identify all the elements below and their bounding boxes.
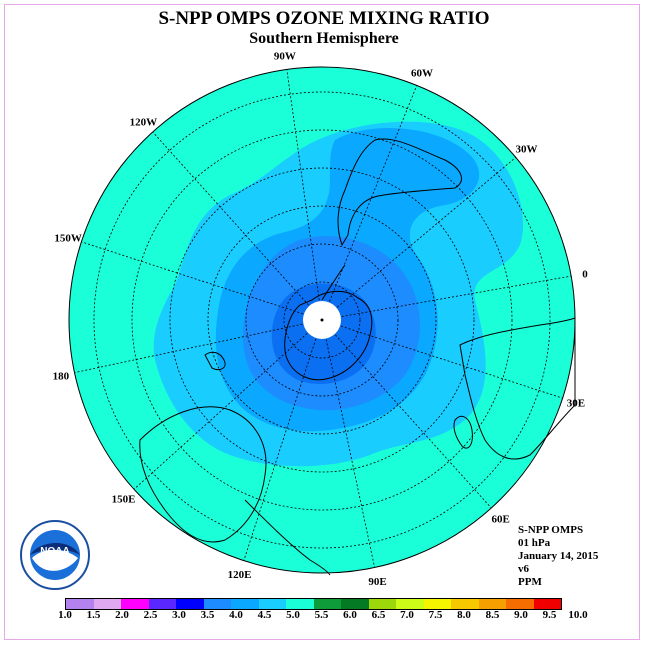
colorbar-tick-label: 10.0 <box>568 609 588 621</box>
info-version: v6 <box>518 563 529 575</box>
colorbar <box>65 598 562 610</box>
lat-circle <box>245 243 399 397</box>
colorbar-segment <box>258 599 286 609</box>
colorbar-tick-label: 2.5 <box>143 609 158 621</box>
info-pressure: 01 hPa <box>518 537 551 549</box>
colorbar-tick-label: 6.0 <box>343 609 357 621</box>
colorbar-segment <box>341 599 369 609</box>
colorbar-tick-label: 8.0 <box>457 609 471 621</box>
lon-label: 150W <box>54 232 82 244</box>
colorbar-tick-label: 3.5 <box>200 609 215 621</box>
colorbar-tick-label: 7.5 <box>428 609 443 621</box>
colorbar-segment <box>533 599 561 609</box>
south-pole-marker <box>320 318 324 322</box>
lat-circle <box>93 91 551 549</box>
colorbar-tick-label: 6.5 <box>371 609 386 621</box>
lon-label: 60W <box>411 67 433 79</box>
colorbar-segment <box>478 599 506 609</box>
colorbar-tick-label: 2.0 <box>115 609 129 621</box>
colorbar-tick-label: 4.5 <box>257 609 272 621</box>
lon-label: 120E <box>228 569 252 581</box>
map-subtitle: Southern Hemisphere <box>249 30 399 47</box>
lon-label: 30E <box>567 398 585 410</box>
lon-label: 60E <box>491 513 509 525</box>
lon-label: 90E <box>368 576 386 588</box>
latitude-circles <box>93 91 551 549</box>
colorbar-ticks: 1.0 1.5 2.0 2.5 3.0 3.5 4.0 4.5 5.0 5.5 6.0 6.5 7.0 7… <box>50 609 610 623</box>
colorbar-tick-label: 9.0 <box>514 609 528 621</box>
lat-circle <box>283 281 361 359</box>
lat-circle <box>169 167 475 473</box>
coastlines <box>139 138 576 576</box>
colorbar-tick-label: 9.5 <box>542 609 557 621</box>
colorbar-tick-label: 3.0 <box>172 609 186 621</box>
longitude-labels: 90W 60W 30W 0 30E 60E 90E 120E 150E 180 150W 120W <box>53 51 589 589</box>
colorbar-segment <box>66 599 94 609</box>
lon-label: 150E <box>112 494 136 506</box>
colorbar-tick-label: 7.0 <box>400 609 414 621</box>
coast-australia <box>139 406 267 543</box>
colorbar-segment <box>203 599 231 609</box>
coast-south-america <box>337 138 462 247</box>
coast-antarctica <box>284 291 373 381</box>
lon-label: 0 <box>582 269 588 281</box>
noaa-logo: NOAA <box>20 520 90 590</box>
info-date: January 14, 2015 <box>518 550 599 562</box>
colorbar-tick-label: 5.5 <box>314 609 329 621</box>
colorbar-segment <box>121 599 149 609</box>
coast-se-asia <box>244 499 331 576</box>
info-units: PPM <box>518 576 542 588</box>
logo-gull <box>32 549 78 571</box>
colorbar-tick-label: 1.0 <box>58 609 72 621</box>
colorbar-segment <box>396 599 424 609</box>
colorbar-segment <box>368 599 396 609</box>
map-boundary <box>68 66 576 574</box>
lat-circle <box>207 205 437 435</box>
figure-frame <box>4 4 640 640</box>
colorbar-segment <box>93 599 121 609</box>
coast-madagascar <box>453 415 473 449</box>
colorbar-segment <box>423 599 451 609</box>
coast-new-zealand <box>204 351 226 371</box>
lon-label: 30W <box>516 143 538 155</box>
colorbar-tick-label: 5.0 <box>286 609 300 621</box>
colorbar-tick-label: 8.5 <box>485 609 500 621</box>
colorbar-segment <box>313 599 341 609</box>
lon-label: 120W <box>130 117 158 129</box>
colorbar-segment <box>506 599 534 609</box>
colorbar-tick-label: 1.5 <box>86 609 101 621</box>
coast-africa <box>459 317 576 460</box>
info-block: S-NPP OMPS 01 hPa January 14, 2015 v6 PP… <box>518 524 598 589</box>
map-title: S-NPP OMPS OZONE MIXING RATIO <box>158 8 490 29</box>
colorbar-segment <box>176 599 204 609</box>
logo-wing <box>30 542 80 555</box>
colorbar-segment <box>231 599 259 609</box>
lon-label: 90W <box>274 51 296 63</box>
colorbar-segment <box>286 599 314 609</box>
logo-text: NOAA <box>40 546 69 557</box>
colorbar-segment <box>451 599 479 609</box>
lat-circle <box>131 129 513 511</box>
colorbar-tick-label: 4.0 <box>229 609 243 621</box>
info-instrument: S-NPP OMPS <box>518 524 584 536</box>
colorbar-segment <box>148 599 176 609</box>
lon-label: 180 <box>53 371 70 383</box>
